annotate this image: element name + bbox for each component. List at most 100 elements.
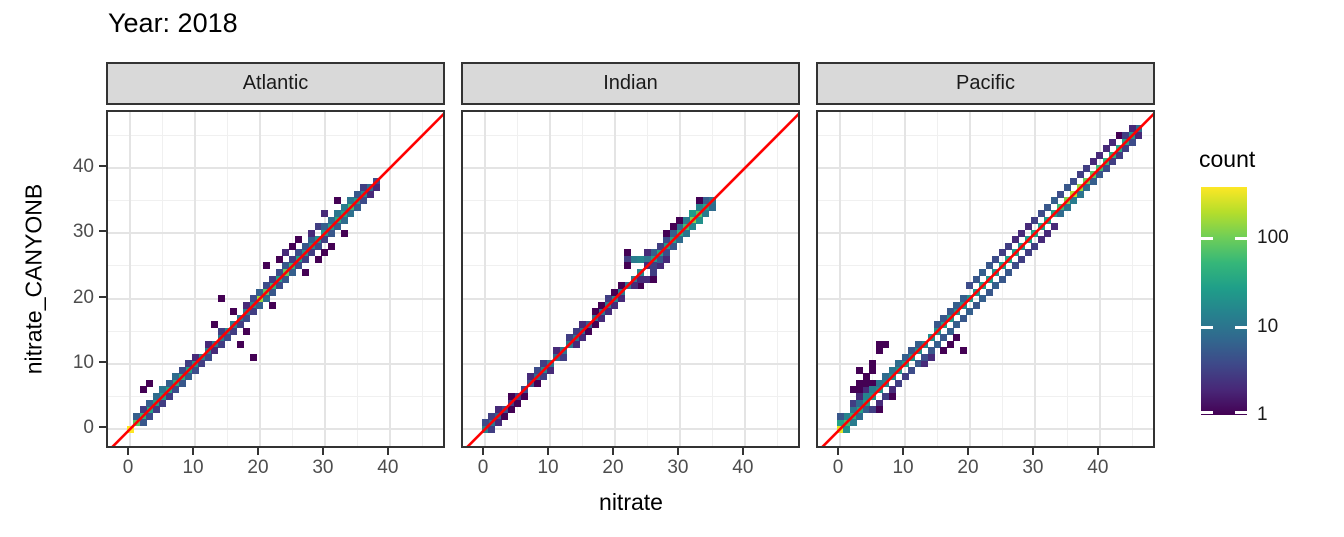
facet-strip-label: Atlantic	[242, 72, 309, 94]
density-bin	[249, 353, 257, 361]
density-bin	[1018, 255, 1026, 263]
density-bin	[689, 210, 697, 218]
density-bin	[669, 242, 677, 250]
density-bin	[869, 386, 877, 394]
density-bin	[624, 262, 632, 270]
density-bin	[1037, 236, 1045, 244]
y-tick	[99, 230, 106, 233]
density-bin	[1109, 158, 1117, 166]
density-bin	[211, 347, 218, 355]
density-bin	[1102, 164, 1110, 172]
density-bin	[869, 366, 877, 374]
x-tick-label: 30	[312, 457, 334, 478]
x-tick-label: 30	[1022, 457, 1044, 478]
gridline-major	[839, 112, 842, 446]
density-bin	[1096, 171, 1104, 179]
density-bin	[314, 255, 322, 263]
density-bin	[953, 334, 961, 342]
x-tick	[192, 448, 195, 455]
density-bin	[1076, 190, 1084, 198]
density-bin	[321, 210, 329, 218]
x-tick	[547, 448, 550, 455]
density-bin	[875, 406, 883, 414]
density-bin	[249, 308, 257, 316]
density-bin	[901, 373, 909, 381]
gridline-minor	[108, 200, 443, 202]
gridline-minor	[108, 134, 443, 136]
density-bin	[230, 327, 238, 335]
density-bin	[1044, 203, 1052, 211]
gridline-major	[904, 112, 907, 446]
x-tick-label: 0	[477, 457, 489, 478]
density-bin	[159, 399, 167, 407]
density-bin	[611, 288, 619, 296]
x-tick-label: 20	[602, 457, 624, 478]
density-bin	[1122, 145, 1130, 153]
density-bin	[126, 425, 134, 433]
density-bin	[269, 275, 277, 283]
density-bin	[327, 229, 335, 237]
density-bin	[836, 412, 844, 420]
density-bin	[373, 184, 381, 192]
facet-panel-atlantic	[106, 110, 445, 448]
legend-tick-mark	[1201, 325, 1213, 329]
density-bin	[217, 327, 225, 335]
x-tick-label: 20	[247, 457, 269, 478]
density-bin	[940, 314, 948, 322]
density-bin	[992, 282, 1000, 290]
density-bin	[992, 255, 1000, 263]
gridline-minor	[463, 330, 798, 332]
density-bin	[882, 373, 890, 381]
density-bin	[494, 419, 502, 427]
density-bin	[243, 327, 251, 335]
density-bin	[301, 269, 309, 277]
x-tick	[611, 448, 614, 455]
density-bin	[908, 366, 916, 374]
density-bin	[494, 406, 502, 414]
density-bin	[702, 197, 710, 205]
density-bin	[927, 347, 935, 355]
gridline-major	[1033, 112, 1036, 446]
density-bin	[308, 229, 316, 237]
legend-tick-mark	[1235, 237, 1247, 241]
density-bin	[1070, 177, 1078, 185]
density-bin	[282, 275, 290, 283]
density-bin	[1122, 131, 1130, 139]
density-bin	[1089, 158, 1097, 166]
x-tick-label: 0	[122, 457, 134, 478]
density-bin	[591, 308, 599, 316]
x-tick-label: 10	[182, 457, 204, 478]
density-bin	[139, 419, 147, 427]
legend-tick-mark	[1235, 411, 1247, 414]
density-bin	[139, 386, 147, 394]
density-bin	[501, 412, 509, 420]
x-tick	[127, 448, 130, 455]
gridline-minor	[463, 265, 798, 267]
density-bin	[1083, 164, 1091, 172]
density-bin	[262, 262, 270, 270]
density-bin	[888, 366, 896, 374]
gridline-minor	[1066, 112, 1068, 446]
gridline-minor	[226, 112, 228, 446]
gridline-major	[818, 428, 1153, 431]
density-bin	[223, 334, 231, 342]
density-bin	[682, 229, 690, 237]
density-bin	[927, 353, 935, 361]
density-bin	[1037, 210, 1045, 218]
density-bin	[682, 216, 690, 224]
density-bin	[972, 301, 980, 309]
density-bin	[940, 347, 948, 355]
y-tick-label: 0	[83, 417, 94, 439]
density-bin	[921, 360, 928, 368]
density-bin	[888, 392, 896, 400]
y-tick-label: 20	[72, 286, 94, 308]
density-bin	[1031, 242, 1039, 250]
y-tick-label: 40	[72, 156, 94, 178]
density-bin	[347, 210, 355, 218]
density-bin	[637, 282, 645, 290]
density-bin	[985, 288, 993, 296]
density-bin	[243, 314, 251, 322]
facet-panel-pacific	[816, 110, 1155, 448]
density-bin	[191, 366, 199, 374]
density-bin	[540, 373, 548, 381]
